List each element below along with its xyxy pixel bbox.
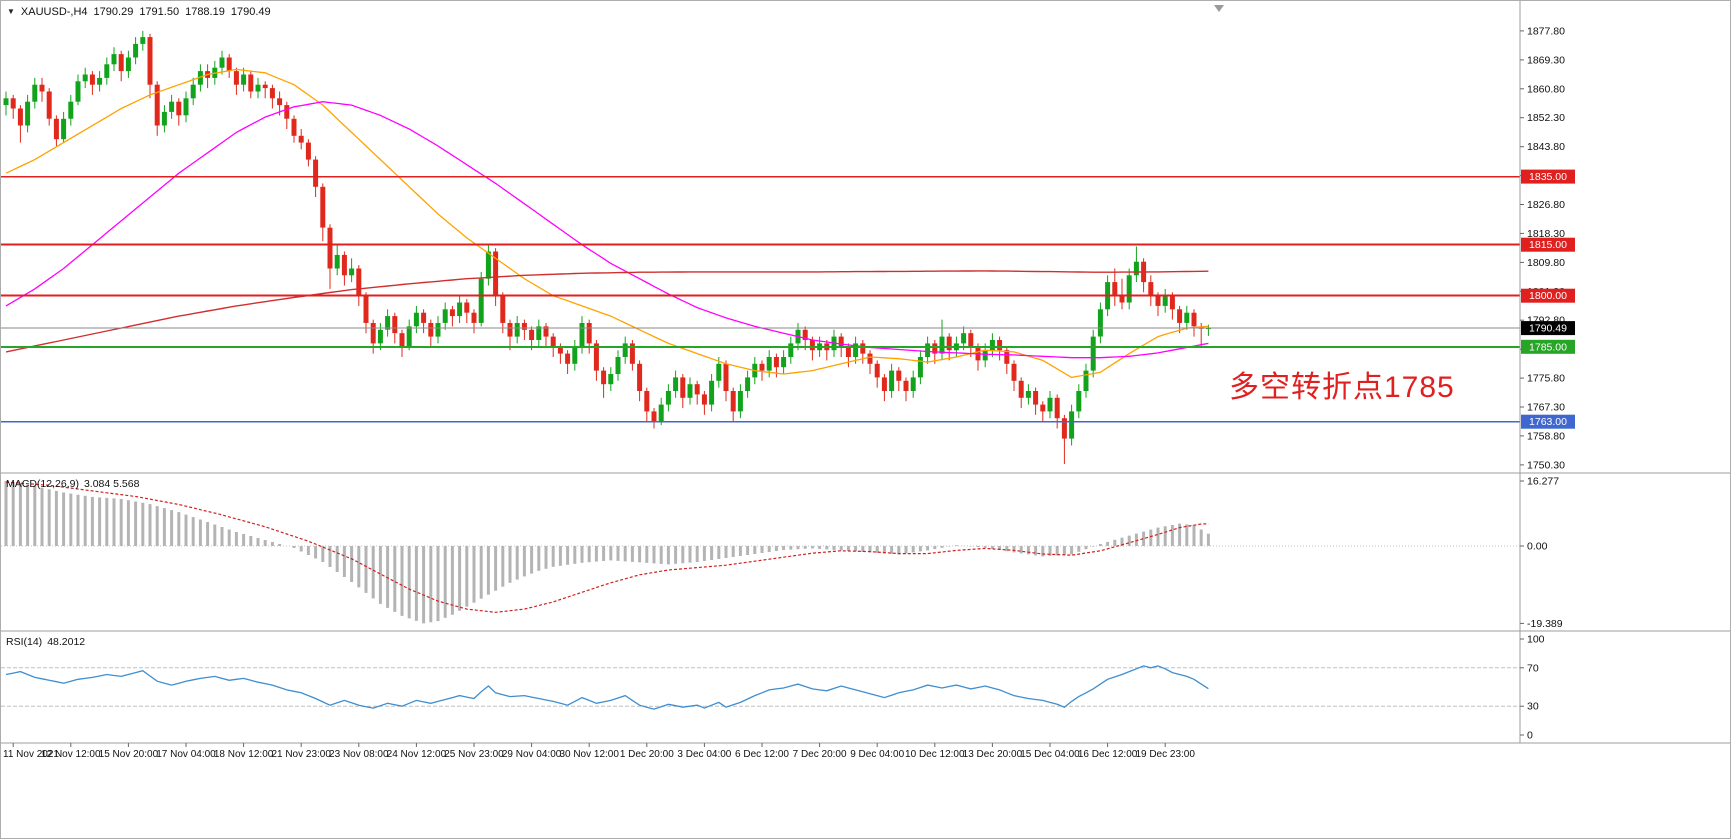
svg-text:25 Nov 23:00: 25 Nov 23:00 [444, 749, 504, 760]
svg-text:30 Nov 12:00: 30 Nov 12:00 [559, 749, 619, 760]
axis-price-box: 1790.49 [1521, 321, 1575, 336]
svg-text:0: 0 [1527, 730, 1533, 742]
svg-text:23 Nov 08:00: 23 Nov 08:00 [329, 749, 389, 760]
svg-text:1843.80: 1843.80 [1527, 141, 1565, 153]
svg-text:29 Nov 04:00: 29 Nov 04:00 [502, 749, 562, 760]
macd-signal-line [5, 481, 1209, 613]
svg-text:9 Dec 04:00: 9 Dec 04:00 [850, 749, 904, 760]
svg-text:6 Dec 12:00: 6 Dec 12:00 [735, 749, 789, 760]
rsi-name: RSI(14) [6, 636, 43, 648]
ma-mid-magenta [5, 101, 1209, 359]
svg-text:24 Nov 12:00: 24 Nov 12:00 [387, 749, 447, 760]
svg-text:1877.80: 1877.80 [1527, 25, 1565, 37]
svg-text:100: 100 [1527, 634, 1545, 646]
svg-text:13 Dec 20:00: 13 Dec 20:00 [963, 749, 1023, 760]
svg-text:1800.00: 1800.00 [1529, 290, 1567, 302]
svg-text:1835.00: 1835.00 [1529, 171, 1567, 183]
axis-price-box: 1800.00 [1521, 288, 1575, 303]
svg-text:70: 70 [1527, 662, 1539, 674]
axis-price-box: 1763.00 [1521, 414, 1575, 429]
svg-text:19 Dec 23:00: 19 Dec 23:00 [1135, 749, 1195, 760]
svg-text:15 Dec 04:00: 15 Dec 04:00 [1020, 749, 1080, 760]
svg-text:15 Nov 20:00: 15 Nov 20:00 [99, 749, 159, 760]
svg-text:11 Nov 2021: 11 Nov 2021 [3, 749, 59, 760]
rsi-axis[interactable]: 100 70 30 0 [1520, 634, 1545, 742]
candles [3, 30, 1211, 464]
macd-histogram [4, 481, 1210, 624]
macd-values: 3.084 5.568 [83, 478, 140, 490]
ohlc-low: 1788.19 [185, 6, 225, 18]
ma-slow-red [5, 270, 1209, 353]
svg-text:12 Nov 12:00: 12 Nov 12:00 [41, 749, 101, 760]
ohlc-high: 1791.50 [139, 6, 180, 18]
svg-text:1785.00: 1785.00 [1529, 341, 1567, 353]
chart-shift-marker-icon[interactable] [1214, 5, 1224, 12]
svg-text:1790.49: 1790.49 [1529, 323, 1567, 335]
axis-price-box: 1815.00 [1521, 237, 1575, 252]
symbol-dropdown-icon[interactable]: ▼ [7, 7, 15, 16]
svg-text:1758.80: 1758.80 [1527, 430, 1565, 442]
svg-text:30: 30 [1527, 701, 1539, 713]
svg-text:18 Nov 12:00: 18 Nov 12:00 [214, 749, 274, 760]
svg-text:1860.80: 1860.80 [1527, 83, 1565, 95]
svg-text:16 Dec 12:00: 16 Dec 12:00 [1078, 749, 1138, 760]
ohlc-open: 1790.29 [93, 6, 134, 18]
symbol-title[interactable]: ▼ XAUUSD-,H4 1790.29 1791.50 1788.19 179… [7, 6, 271, 18]
svg-text:16.277: 16.277 [1527, 476, 1559, 488]
macd-name: MACD(12,26,9) [6, 478, 79, 490]
svg-text:0.00: 0.00 [1527, 541, 1548, 553]
svg-text:10 Dec 12:00: 10 Dec 12:00 [905, 749, 965, 760]
rsi-indicator-label: RSI(14) 48.2012 [6, 636, 90, 648]
ohlc-close: 1790.49 [230, 6, 271, 18]
axis-price-box: 1835.00 [1521, 169, 1575, 184]
macd-indicator-label: MACD(12,26,9) 3.084 5.568 [6, 478, 144, 490]
svg-text:17 Nov 04:00: 17 Nov 04:00 [156, 749, 216, 760]
svg-text:21 Nov 23:00: 21 Nov 23:00 [271, 749, 331, 760]
svg-text:1767.30: 1767.30 [1527, 402, 1565, 414]
svg-text:3 Dec 04:00: 3 Dec 04:00 [677, 749, 731, 760]
svg-text:7 Dec 20:00: 7 Dec 20:00 [793, 749, 847, 760]
annotation-text[interactable]: 多空转折点1785 [1229, 371, 1455, 404]
svg-text:1763.00: 1763.00 [1529, 416, 1567, 428]
rsi-value: 48.2012 [47, 636, 86, 648]
svg-text:1750.30: 1750.30 [1527, 459, 1565, 471]
macd-axis[interactable]: 16.277 0.00 -19.389 [1520, 476, 1563, 630]
svg-text:-19.389: -19.389 [1527, 618, 1563, 630]
svg-text:1809.80: 1809.80 [1527, 257, 1565, 269]
svg-text:1815.00: 1815.00 [1529, 239, 1567, 251]
rsi-line [5, 665, 1209, 710]
symbol-label: XAUUSD-,H4 [20, 6, 88, 18]
svg-text:1852.30: 1852.30 [1527, 112, 1565, 124]
svg-text:1 Dec 20:00: 1 Dec 20:00 [620, 749, 674, 760]
svg-text:1775.80: 1775.80 [1527, 373, 1565, 385]
svg-text:1869.30: 1869.30 [1527, 54, 1565, 66]
axis-price-box: 1785.00 [1521, 339, 1575, 354]
svg-text:1826.80: 1826.80 [1527, 199, 1565, 211]
ma-fast-orange [5, 68, 1209, 379]
svg-text:1818.30: 1818.30 [1527, 228, 1565, 240]
